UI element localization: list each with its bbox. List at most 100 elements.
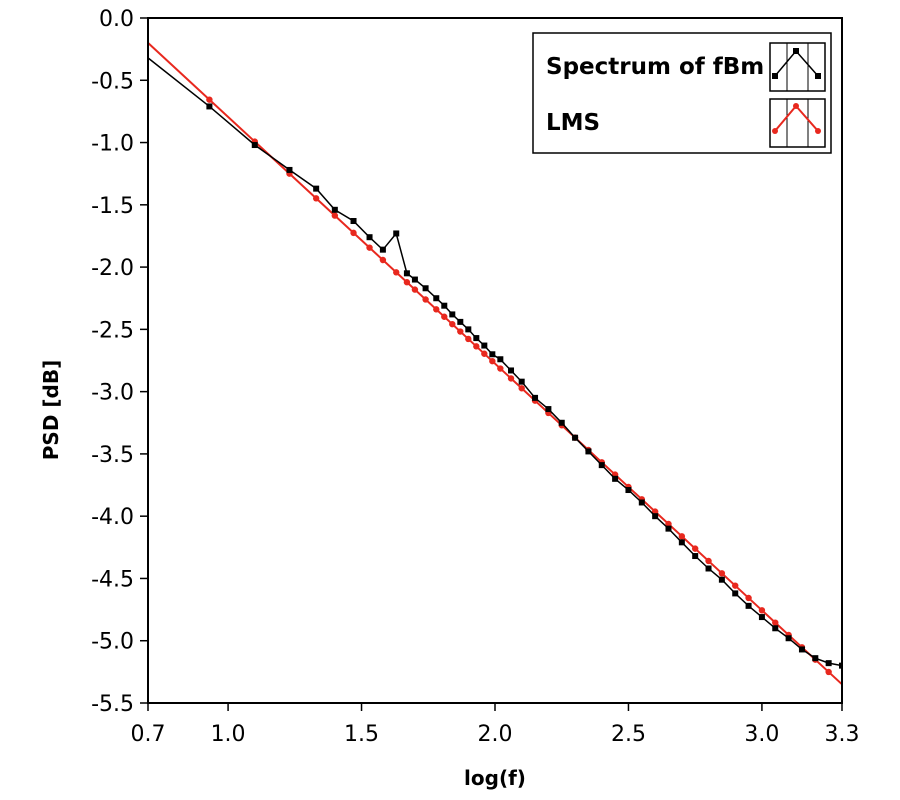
lms-point [312,195,320,202]
y-tick-label: -0.5 [91,69,134,94]
lms-point [489,357,496,365]
x-tick-label: 1.5 [344,722,379,747]
spectrum-point [612,475,619,482]
y-tick-label: -3.5 [91,443,134,468]
spectrum-point [473,335,480,342]
lms-point [705,557,712,565]
spectrum-point [518,378,525,385]
spectrum-point [441,302,448,309]
lms-line [148,42,842,686]
spectrum-point [411,276,418,283]
x-tick-label: 3.3 [825,722,860,747]
spectrum-point [545,406,552,413]
spectrum-point [692,553,699,560]
y-axis-title: PSD [dB] [39,360,63,460]
lms-point [718,570,726,577]
lms-point [449,320,456,328]
spectrum-point [457,318,464,325]
lms-point [732,582,739,589]
y-tick-label: -5.0 [91,630,134,655]
x-tick-label: 1.0 [211,722,246,747]
lms-point [422,296,429,303]
lms-point [745,594,752,602]
y-tick-label: -3.0 [91,381,134,406]
x-axis-title: log(f) [464,766,526,790]
spectrum-point [497,356,504,363]
spectrum-point [625,487,632,494]
spectrum-point [772,625,779,632]
spectrum-point [785,635,792,642]
y-tick-label: -4.0 [91,505,134,530]
spectrum-point [825,660,832,667]
lms-point [772,619,779,626]
lms-point [366,244,373,251]
legend: Spectrum of fBm LMS [532,32,832,154]
spectrum-point [313,185,320,192]
lms-point [379,256,387,264]
y-tick-label: -2.5 [91,318,134,343]
spectrum-point [732,590,739,597]
spectrum-point [286,166,293,173]
x-tick-label: 2.0 [478,722,513,747]
spectrum-point [718,576,725,583]
spectrum-point [558,419,565,426]
lms-point [507,375,515,382]
lms-point [331,212,339,219]
lms-point [473,343,480,350]
spectrum-point [251,142,258,149]
x-tick-label: 2.5 [611,722,646,747]
spectrum-point [532,394,539,401]
lms-point [206,96,213,103]
spectrum-point [665,525,672,532]
lms-point [403,279,411,286]
spectrum-point [798,646,805,653]
y-axis: 0.0 -0.5 -1.0 -1.5 -2.0 -2.5 -3.0 -3.5 -4.0 -4.5 -… [91,7,148,717]
spectrum-point [572,434,579,441]
spectrum-point [745,602,752,609]
y-tick-label: -1.0 [91,132,134,157]
spectrum-point [350,218,357,225]
lms-point [497,365,504,372]
lms-point [665,520,672,528]
spectrum-point [331,206,338,213]
lms-point [678,533,686,540]
y-tick-label: -5.5 [91,692,134,717]
lms-point [393,269,400,276]
spectrum-point [465,326,472,333]
lms-point [758,607,766,614]
spectrum-point [489,351,496,358]
y-tick-label: -4.5 [91,567,134,592]
lms-point [465,335,472,343]
lms-point [691,545,699,552]
legend-swatch-lms [769,98,826,148]
y-tick-label: -2.0 [91,256,134,281]
spectrum-point [422,285,429,292]
spectrum-point [433,295,440,302]
spectrum-point [598,462,605,469]
spectrum-point [585,448,592,455]
spectrum-point [758,614,765,621]
legend-label-spectrum: Spectrum of fBm [546,54,764,80]
spectrum-point [638,499,645,506]
legend-label-lms: LMS [546,110,600,136]
x-tick-label: 0.7 [131,722,166,747]
lms-point [411,286,419,293]
spectrum-point [812,655,819,662]
series-layer [148,42,842,686]
spectrum-point [449,311,456,318]
x-axis: 0.7 1.0 1.5 2.0 2.5 3.0 3.3 [131,703,860,747]
legend-swatch-spectrum [769,42,826,92]
spectrum-point [839,662,842,669]
lms-point [433,306,440,313]
spectrum-point [705,565,712,572]
spectrum-point [393,230,400,237]
lms-point [825,668,832,676]
spectrum-point [206,103,213,110]
spectrum-point [403,270,410,277]
lms-point [481,350,488,357]
y-tick-label: 0.0 [99,7,134,32]
lms-point [457,328,464,335]
lms-point [518,385,525,392]
lms-point [441,313,448,320]
